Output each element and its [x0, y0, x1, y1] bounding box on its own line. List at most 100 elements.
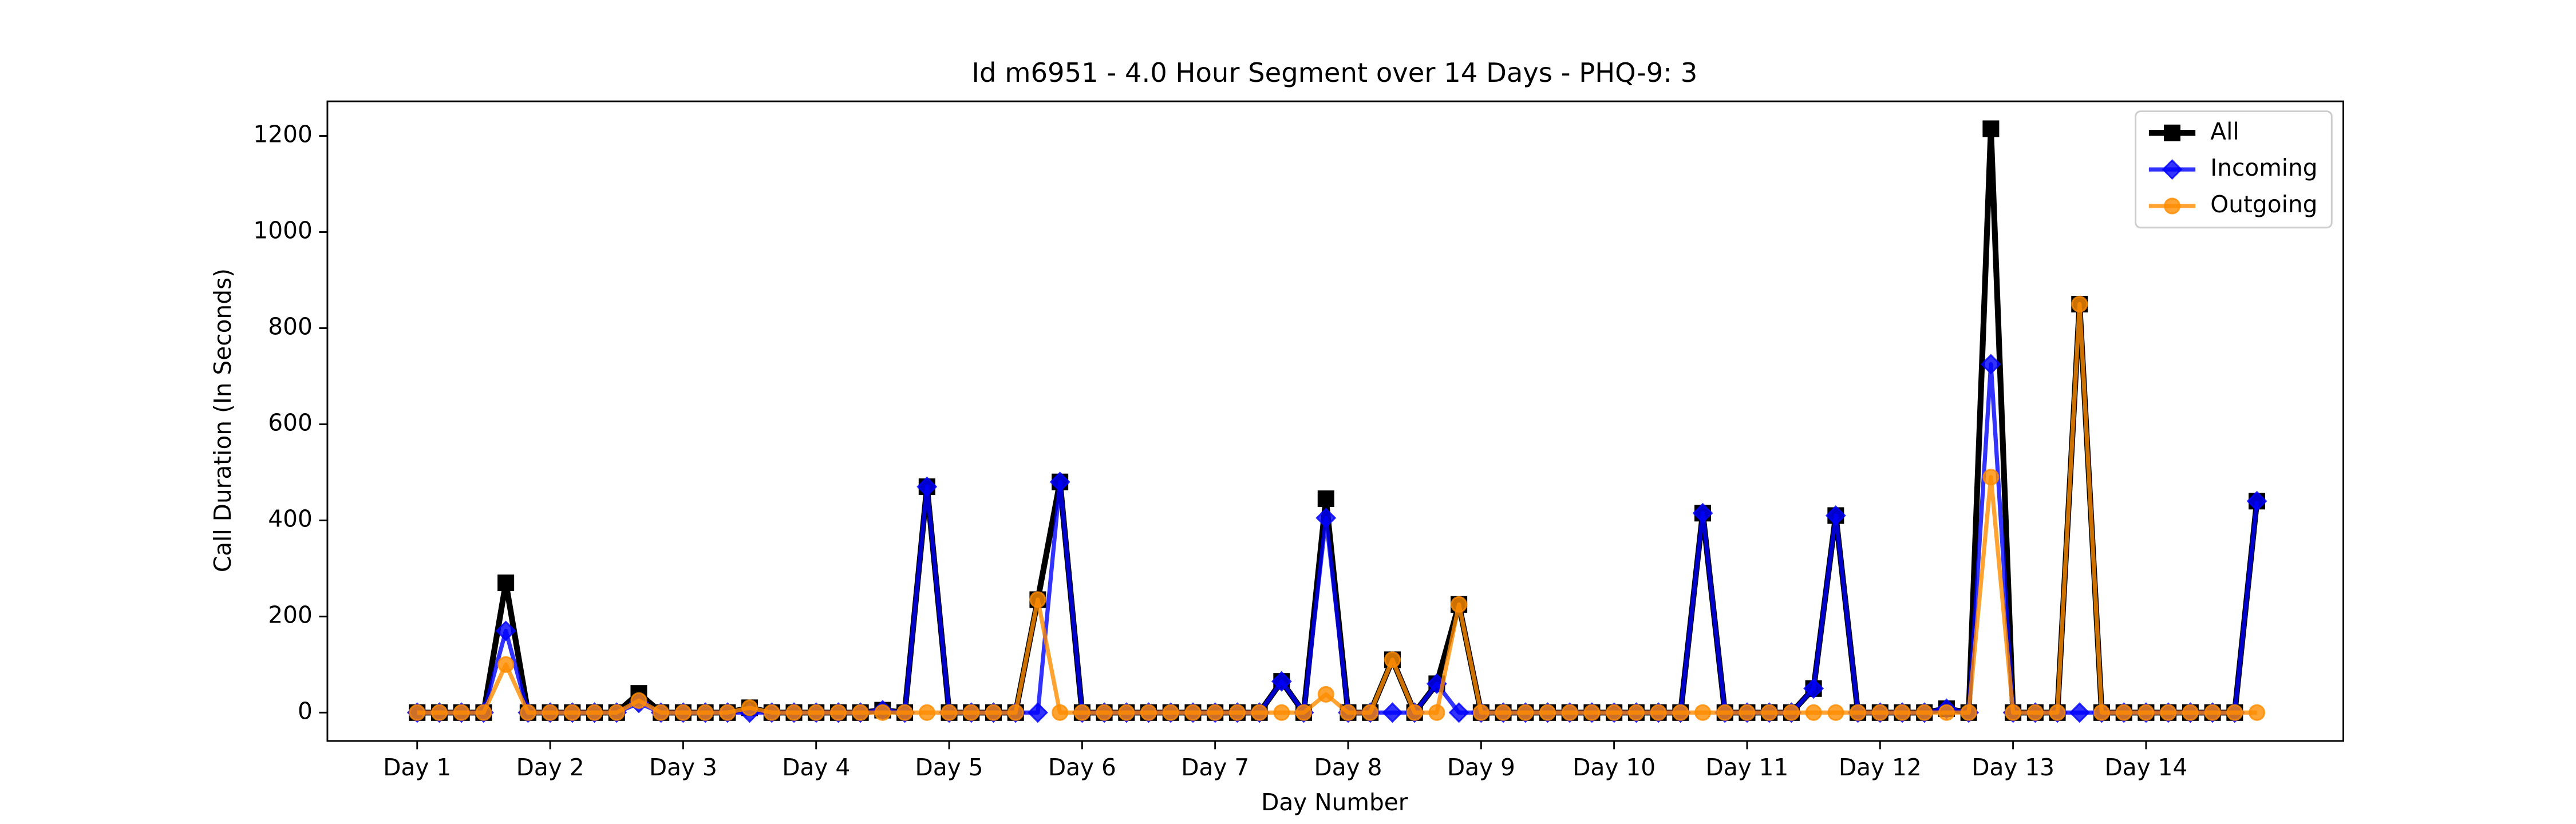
data-point [1871, 704, 1888, 721]
data-point [1140, 704, 1157, 721]
data-point [1583, 704, 1601, 721]
plot-frame [326, 100, 2344, 742]
data-point [763, 704, 780, 721]
data-point [1783, 704, 1800, 721]
data-point [1938, 704, 1955, 721]
x-tick-label: Day 9 [1447, 754, 1515, 781]
data-point [1184, 704, 1202, 721]
y-tick-label: 600 [268, 409, 313, 436]
legend-marker [2164, 197, 2181, 215]
data-point [430, 704, 448, 721]
data-point [1805, 704, 1822, 721]
data-point [1448, 702, 1469, 723]
data-point [1049, 472, 1070, 493]
x-tick-label: Day 5 [915, 754, 983, 781]
x-tick-label: Day 2 [516, 754, 584, 781]
data-point [1672, 704, 1689, 721]
data-point [1007, 704, 1024, 721]
data-point [1606, 704, 1623, 721]
data-point [608, 704, 625, 721]
data-point [1761, 704, 1778, 721]
data-point [495, 620, 516, 641]
y-axis-label: Call Duration (In Seconds) [209, 268, 236, 572]
data-point [1451, 596, 1468, 613]
data-point [1960, 704, 1977, 721]
data-point [475, 704, 492, 721]
data-point [1118, 704, 1135, 721]
data-point [1271, 671, 1292, 692]
x-tick-label: Day 12 [1839, 754, 1922, 781]
data-point [1207, 704, 1224, 721]
data-point [1362, 704, 1379, 721]
data-point [2246, 490, 2267, 512]
data-point [564, 704, 581, 721]
legend-box [2135, 110, 2333, 229]
data-point [1982, 469, 2000, 486]
data-point [829, 704, 847, 721]
data-point [1627, 704, 1645, 721]
legend-marker [2162, 159, 2183, 180]
data-point [2204, 704, 2221, 721]
x-axis-label: Day Number [1261, 789, 1408, 816]
data-point [586, 704, 603, 721]
y-tick-label: 1000 [253, 217, 312, 244]
data-point [409, 704, 426, 721]
data-point [2049, 704, 2066, 721]
data-point [1384, 651, 1401, 668]
data-point [808, 704, 825, 721]
data-point [630, 692, 647, 709]
data-point [2249, 704, 2266, 721]
data-point [985, 704, 1002, 721]
data-point [741, 699, 758, 716]
y-tick-label: 1200 [253, 121, 312, 148]
data-point [1096, 704, 1113, 721]
data-point [2093, 704, 2111, 721]
data-point [1027, 702, 1048, 723]
data-point [519, 704, 536, 721]
data-point [1273, 704, 1290, 721]
data-point [1495, 704, 1512, 721]
data-point [719, 704, 736, 721]
data-point [1980, 354, 2001, 375]
data-point [1382, 702, 1403, 723]
data-point [2226, 704, 2243, 721]
data-point [2182, 704, 2199, 721]
data-point [1894, 704, 1911, 721]
y-tick-label: 400 [268, 505, 313, 532]
x-tick-label: Day 14 [2105, 754, 2188, 781]
data-point [653, 704, 670, 721]
data-point [1650, 704, 1667, 721]
data-point [785, 704, 803, 721]
data-point [1803, 678, 1824, 699]
data-point [1317, 490, 1334, 508]
y-tick-label: 0 [298, 697, 313, 724]
data-point [1539, 704, 1556, 721]
data-point [1982, 120, 2000, 137]
data-point [916, 476, 938, 497]
data-point [497, 575, 515, 592]
data-point [1428, 704, 1445, 721]
data-point [1228, 704, 1246, 721]
data-point [1561, 704, 1578, 721]
data-point [1716, 704, 1733, 721]
data-point [1315, 508, 1337, 529]
data-point [2005, 704, 2022, 721]
data-point [1739, 704, 1756, 721]
data-point [1251, 704, 1268, 721]
y-tick-label: 800 [268, 312, 313, 340]
data-point [1340, 704, 1357, 721]
x-tick-label: Day 10 [1573, 754, 1656, 781]
data-point [1692, 502, 1713, 524]
data-point [453, 704, 470, 721]
data-point [2115, 704, 2132, 721]
data-point [852, 704, 869, 721]
data-point [2071, 295, 2088, 312]
data-point [2026, 704, 2044, 721]
data-point [963, 704, 980, 721]
x-tick-label: Day 6 [1048, 754, 1116, 781]
data-point [2160, 704, 2177, 721]
data-point [497, 656, 515, 673]
data-point [1317, 686, 1334, 703]
data-point [1295, 704, 1313, 721]
